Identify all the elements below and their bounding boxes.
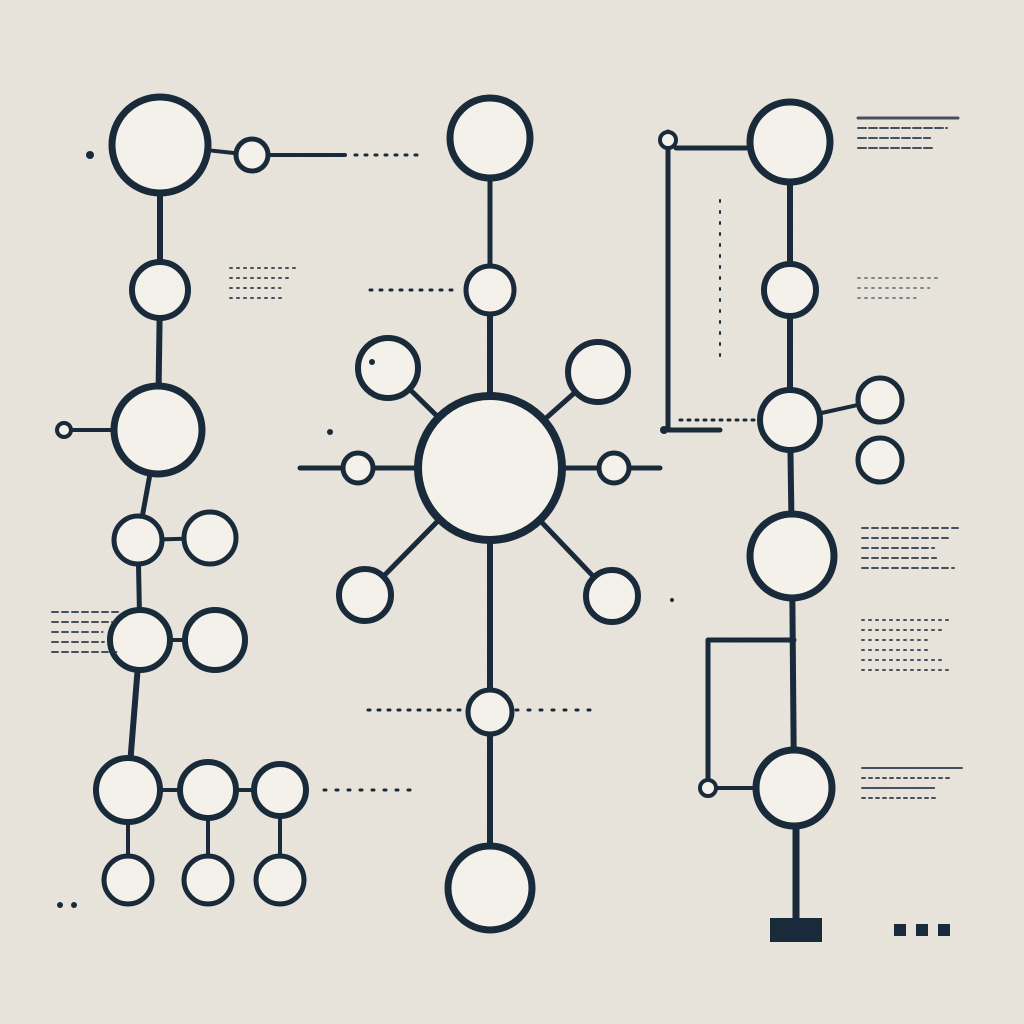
- node-n4a: [114, 516, 162, 564]
- solid-block: [770, 918, 822, 942]
- node-c_upper: [466, 266, 514, 314]
- node-c_nw: [358, 338, 418, 398]
- marker-dot: [71, 902, 77, 908]
- edge: [159, 318, 160, 386]
- node-n5a: [110, 610, 170, 670]
- node-r_topdot: [660, 132, 676, 148]
- node-r_side2: [858, 438, 902, 482]
- node-c_se: [586, 570, 638, 622]
- node-r_lowdot: [700, 780, 716, 796]
- marker-dot: [57, 902, 63, 908]
- node-r_low: [756, 750, 832, 826]
- solid-block: [894, 924, 906, 936]
- node-c_bot: [448, 846, 532, 930]
- node-r_big: [750, 514, 834, 598]
- node-n1: [112, 97, 208, 193]
- edge: [162, 539, 184, 540]
- solid-block: [916, 924, 928, 936]
- marker-dot: [86, 151, 94, 159]
- node-c_top: [450, 98, 530, 178]
- node-r_mid: [760, 390, 820, 450]
- node-n1b: [236, 139, 268, 171]
- network-diagram: [0, 0, 1024, 1024]
- node-n5b: [185, 610, 245, 670]
- node-n7c: [256, 856, 304, 904]
- node-n7a: [104, 856, 152, 904]
- marker-dot: [670, 598, 674, 602]
- node-r_small: [764, 264, 816, 316]
- node-c_sw: [339, 569, 391, 621]
- node-r_side1: [858, 378, 902, 422]
- node-r_top: [750, 102, 830, 182]
- node-c_ne: [568, 342, 628, 402]
- solid-block: [938, 924, 950, 936]
- marker-dot: [327, 429, 333, 435]
- node-c_w: [343, 453, 373, 483]
- node-c_mid2: [468, 690, 512, 734]
- node-n6b: [180, 762, 236, 818]
- node-n4b: [184, 512, 236, 564]
- edge: [792, 598, 793, 750]
- marker-dot: [660, 426, 668, 434]
- node-c_e: [599, 453, 629, 483]
- edge: [138, 564, 139, 610]
- node-n2: [132, 262, 188, 318]
- node-n3p: [57, 423, 71, 437]
- node-n7b: [184, 856, 232, 904]
- edge: [790, 450, 791, 514]
- node-n3: [114, 386, 202, 474]
- node-n6a: [96, 758, 160, 822]
- node-n6c: [254, 764, 306, 816]
- node-c_hub: [418, 396, 562, 540]
- marker-dot: [369, 359, 375, 365]
